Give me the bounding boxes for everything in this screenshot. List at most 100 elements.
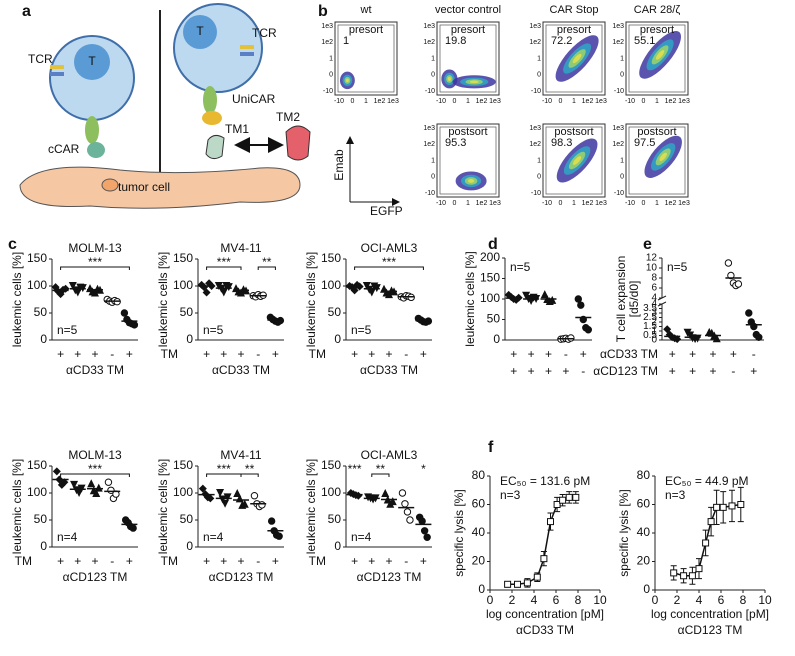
y-tick-label: 50 — [180, 512, 194, 526]
sign: + — [203, 554, 210, 568]
y-tick-label: -10 — [531, 190, 541, 197]
x-tick-label: -10 — [436, 98, 446, 105]
unicar-head — [202, 111, 222, 125]
x-tick-label: -10 — [542, 200, 552, 207]
y-axis-label: [d5/d0] — [627, 281, 641, 318]
x-tick-label: -10 — [334, 98, 344, 105]
point — [87, 479, 96, 488]
gate — [545, 126, 603, 195]
sign: + — [385, 347, 392, 361]
y-tick-label: 4 — [651, 299, 657, 310]
y-tick-label: 200 — [480, 250, 500, 264]
x-tick-label: 0 — [652, 593, 659, 607]
x-tick-label: 1e2 — [476, 200, 488, 207]
point — [755, 333, 763, 341]
sign: + — [74, 347, 81, 361]
n-label: n=3 — [665, 488, 686, 502]
y-tick-label: 0 — [537, 174, 541, 181]
y-tick-label: 0 — [643, 582, 650, 596]
x-tick-label: 1 — [572, 98, 576, 105]
sig-bracket — [354, 266, 424, 270]
x-tick-label: 1e3 — [595, 200, 607, 207]
y-tick-label: -10 — [323, 88, 333, 95]
panel-label: e — [643, 236, 652, 253]
curve — [673, 503, 741, 577]
point — [567, 334, 575, 342]
point — [688, 572, 696, 580]
gate-percent: 55.1 — [634, 35, 655, 47]
x-tick-label: 10 — [593, 593, 607, 607]
tcr — [50, 72, 64, 76]
row-label: TM — [15, 554, 32, 568]
sign: + — [220, 347, 227, 361]
point — [216, 489, 225, 497]
x-tick-label: 2 — [674, 593, 681, 607]
x-tick-label: 1e2 — [374, 98, 386, 105]
chart-title: OCI-AML3 — [361, 448, 418, 462]
y-tick-label: 80 — [637, 468, 651, 482]
gate — [337, 24, 395, 93]
x-tick-label: 1e3 — [678, 200, 690, 207]
sign: - — [110, 347, 114, 361]
unicar — [203, 86, 217, 114]
point — [219, 288, 228, 297]
y-tick-label: 1e2 — [612, 39, 624, 46]
y-tick-label: 1e3 — [612, 23, 624, 30]
tcr — [50, 65, 64, 69]
y-tick-label: 20 — [637, 554, 651, 568]
gate-label: postsort — [448, 126, 487, 138]
point — [70, 480, 79, 489]
row-label: TM — [309, 347, 326, 361]
x-tick-label: 0 — [351, 98, 355, 105]
x-tick-label: 0 — [453, 98, 457, 105]
x-axis-label: αCD33 TM — [360, 363, 418, 377]
y-tick-label: 100 — [321, 278, 341, 292]
ccar-label: cCAR — [48, 142, 80, 156]
point — [737, 501, 745, 508]
sign: - — [731, 364, 735, 378]
panel-label: a — [22, 3, 31, 20]
significance: *** — [217, 255, 231, 269]
sign: + — [709, 347, 716, 361]
point — [584, 326, 592, 334]
annotation: EC₅₀ = 44.9 pM — [665, 474, 749, 488]
y-tick-label: 100 — [173, 485, 193, 499]
x-tick-label: 8 — [740, 593, 747, 607]
y-tick-label: 50 — [34, 305, 48, 319]
point — [547, 518, 554, 526]
y-tick-label: 3.5 — [643, 303, 657, 314]
gate — [439, 126, 497, 195]
y-tick-label: 1 — [620, 157, 624, 164]
point — [403, 508, 412, 516]
x-tick-label: 1e3 — [595, 98, 607, 105]
point — [52, 467, 61, 476]
y-tick-label: 1e2 — [423, 39, 435, 46]
point — [129, 524, 137, 532]
sign: + — [420, 554, 427, 568]
gate-percent: 72.2 — [551, 35, 572, 47]
significance: *** — [88, 462, 102, 476]
n-label: n=4 — [351, 530, 372, 544]
point — [221, 499, 230, 508]
row-label: TM — [309, 554, 326, 568]
x-tick-label: 1e3 — [678, 98, 690, 105]
panel-label: f — [488, 439, 494, 456]
y-tick-label: -10 — [614, 190, 624, 197]
y-tick-label: 0 — [40, 332, 47, 346]
point — [745, 309, 753, 317]
sig-bracket — [371, 473, 390, 477]
tcr-label: TCR — [28, 52, 53, 66]
y-tick-label: 20 — [472, 554, 486, 568]
tcr-label: TCR — [252, 26, 277, 40]
y-tick-label: 1e3 — [423, 125, 435, 132]
sig-bracket — [60, 473, 130, 477]
t-nucleus — [74, 44, 110, 80]
point — [553, 501, 561, 508]
chart-title: MOLM-13 — [68, 448, 122, 462]
x-tick-label: 1 — [364, 98, 368, 105]
point — [713, 503, 721, 511]
sig-bracket — [257, 266, 276, 270]
y-axis-label: leukemic cells [%] — [10, 459, 24, 554]
sign: + — [669, 364, 676, 378]
